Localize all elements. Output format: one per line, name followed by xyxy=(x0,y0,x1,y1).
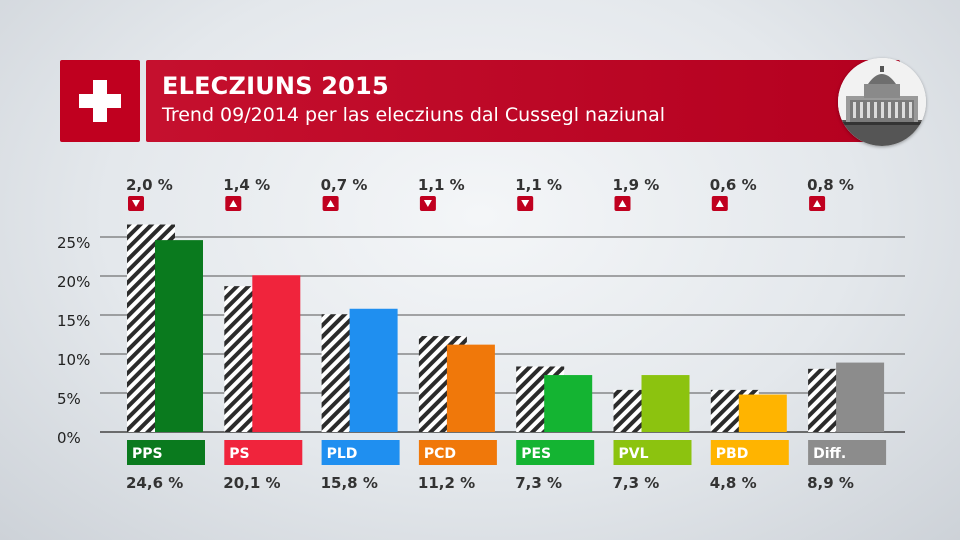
value-label: 24,6 % xyxy=(126,474,183,492)
bar-current-pes xyxy=(544,375,593,432)
arrow-up-icon xyxy=(809,196,826,211)
change-value-label: 1,1 % xyxy=(418,176,465,194)
value-label: 11,2 % xyxy=(418,474,475,492)
y-tick-label: 25% xyxy=(57,234,90,252)
header-banner: ELECZIUNS 2015 Trend 09/2014 per las ele… xyxy=(146,60,900,142)
svg-text:PS: PS xyxy=(229,446,249,462)
page-subtitle: Trend 09/2014 per las elecziuns dal Cuss… xyxy=(162,104,665,126)
arrow-up-icon xyxy=(322,196,339,211)
bar-current-diff xyxy=(836,362,885,432)
bar-current-pbd xyxy=(738,394,787,432)
change-value-label: 0,7 % xyxy=(321,176,368,194)
change-value-label: 0,8 % xyxy=(807,176,854,194)
swiss-flag-icon xyxy=(60,60,140,142)
value-label: 20,1 % xyxy=(223,474,280,492)
category-label: PS xyxy=(224,440,303,465)
arrow-up-icon xyxy=(711,196,728,211)
y-tick-label: 0% xyxy=(57,429,81,447)
arrow-down-icon xyxy=(128,196,144,211)
change-value-label: 0,6 % xyxy=(710,176,757,194)
category-label: PPS xyxy=(127,440,205,465)
svg-text:PVL: PVL xyxy=(619,446,649,462)
arrow-down-icon xyxy=(517,196,534,211)
category-label: PLD xyxy=(321,440,400,465)
category-label: Diff. xyxy=(808,440,887,465)
value-label: 7,3 % xyxy=(613,474,660,492)
svg-text:Diff.: Diff. xyxy=(813,446,846,462)
change-value-label: 2,0 % xyxy=(126,176,173,194)
y-tick-label: 10% xyxy=(57,351,90,369)
value-label: 7,3 % xyxy=(515,474,562,492)
arrow-down-icon xyxy=(419,196,436,211)
bar-current-ps xyxy=(252,275,301,432)
change-value-label: 1,1 % xyxy=(515,176,562,194)
page-title: ELECZIUNS 2015 xyxy=(162,72,389,100)
bar-current-pps xyxy=(155,240,203,432)
svg-text:PCD: PCD xyxy=(424,446,456,462)
y-tick-label: 20% xyxy=(57,273,90,291)
value-label: 8,9 % xyxy=(807,474,854,492)
category-label: PBD xyxy=(710,440,789,465)
bar-current-pvl xyxy=(641,375,690,432)
svg-text:PPS: PPS xyxy=(132,446,163,462)
change-value-label: 1,4 % xyxy=(223,176,270,194)
y-tick-label: 15% xyxy=(57,312,90,330)
value-label: 4,8 % xyxy=(710,474,757,492)
svg-text:PLD: PLD xyxy=(327,446,358,462)
category-label: PCD xyxy=(418,440,497,465)
flag-cross-horizontal xyxy=(79,94,121,108)
svg-text:PES: PES xyxy=(521,446,551,462)
category-label: PES xyxy=(516,440,595,465)
category-label: PVL xyxy=(613,440,692,465)
arrow-up-icon xyxy=(614,196,631,211)
y-tick-label: 5% xyxy=(57,390,81,408)
bar-current-pcd xyxy=(446,344,495,432)
value-label: 15,8 % xyxy=(321,474,378,492)
bar-current-pld xyxy=(349,308,398,432)
change-value-label: 1,9 % xyxy=(613,176,660,194)
svg-text:PBD: PBD xyxy=(716,446,749,462)
arrow-up-icon xyxy=(225,196,242,211)
